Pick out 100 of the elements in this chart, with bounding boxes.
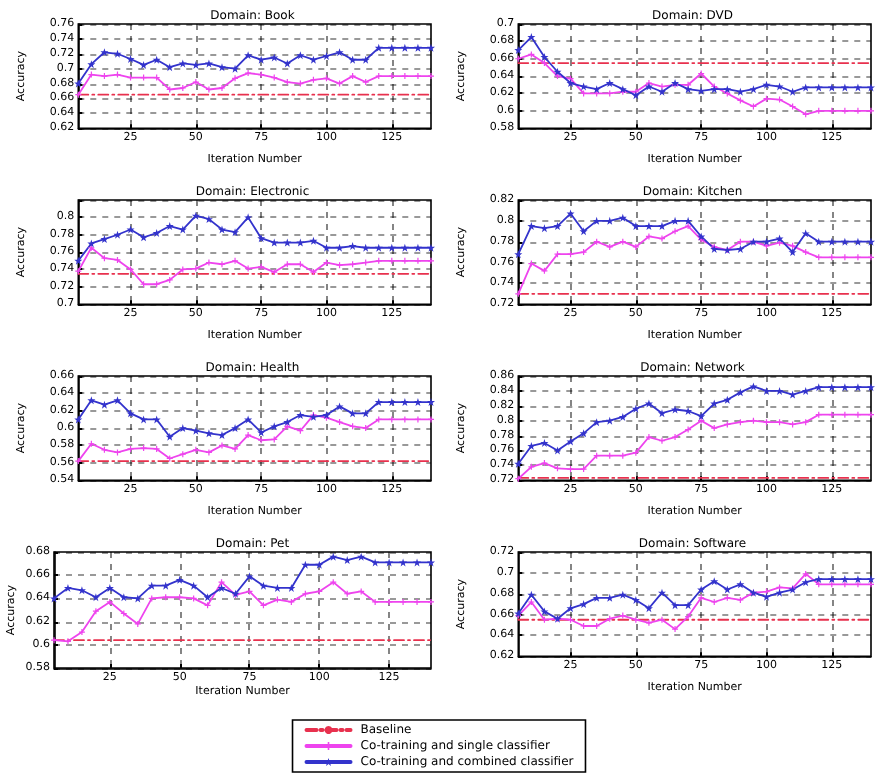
point <box>578 429 587 438</box>
point <box>152 229 161 237</box>
point <box>579 622 586 629</box>
point <box>414 73 421 80</box>
point <box>179 85 186 92</box>
point <box>867 411 873 418</box>
point <box>591 593 600 602</box>
point <box>428 73 434 80</box>
point <box>374 398 383 407</box>
point <box>540 460 547 467</box>
point <box>165 432 174 441</box>
point <box>113 230 122 239</box>
point <box>683 601 692 610</box>
point <box>578 600 587 609</box>
line-series <box>513 575 874 623</box>
point <box>231 228 240 237</box>
point <box>578 227 587 236</box>
point <box>296 51 305 60</box>
point <box>100 48 109 57</box>
point <box>400 598 407 605</box>
point <box>335 243 344 252</box>
point <box>671 626 678 633</box>
point <box>374 43 383 52</box>
point <box>232 445 239 452</box>
point <box>296 411 305 420</box>
point <box>761 80 770 89</box>
point <box>257 234 266 243</box>
point <box>361 243 370 252</box>
point <box>270 422 279 431</box>
point <box>231 64 240 73</box>
point <box>232 75 239 82</box>
point <box>427 43 435 52</box>
point <box>270 53 279 62</box>
point <box>513 46 522 55</box>
point <box>309 236 318 245</box>
point <box>87 60 96 69</box>
point <box>710 599 717 606</box>
point <box>217 583 226 592</box>
point <box>414 257 421 264</box>
point <box>192 79 199 86</box>
point <box>735 388 744 397</box>
line-series <box>74 211 435 265</box>
line-series <box>75 70 434 98</box>
point <box>579 466 586 473</box>
point <box>800 229 809 238</box>
point <box>526 441 535 450</box>
point <box>644 233 651 240</box>
point <box>387 43 396 52</box>
point <box>866 237 874 246</box>
point <box>191 211 200 220</box>
point <box>736 596 743 603</box>
point <box>283 59 292 68</box>
point <box>296 238 305 247</box>
point <box>113 396 122 405</box>
point <box>348 409 357 418</box>
point <box>100 400 109 409</box>
point <box>428 257 434 264</box>
point <box>670 216 679 225</box>
point <box>271 269 278 276</box>
point <box>539 607 548 616</box>
point <box>191 426 200 435</box>
point <box>165 222 174 231</box>
point <box>336 419 343 426</box>
point <box>244 415 253 424</box>
point <box>74 415 83 424</box>
point <box>152 55 161 64</box>
line-series <box>513 209 874 259</box>
point <box>245 432 252 439</box>
point <box>175 575 184 584</box>
point <box>413 243 422 252</box>
point <box>284 79 291 86</box>
point <box>867 581 873 588</box>
point <box>270 238 279 247</box>
point <box>78 629 85 636</box>
point <box>800 578 809 587</box>
point <box>513 459 522 468</box>
point <box>315 560 324 569</box>
point <box>552 446 561 455</box>
point <box>134 620 141 627</box>
point <box>371 558 380 567</box>
point <box>218 85 225 92</box>
point <box>139 60 148 69</box>
point <box>165 63 174 72</box>
point <box>335 48 344 57</box>
line-series <box>74 43 435 88</box>
point <box>74 256 83 265</box>
point <box>565 604 574 613</box>
point <box>866 83 874 92</box>
point <box>867 107 873 114</box>
point <box>374 243 383 252</box>
point <box>218 261 225 268</box>
point <box>51 637 57 644</box>
point <box>414 416 421 423</box>
point <box>87 239 96 248</box>
point <box>310 269 317 276</box>
point <box>385 558 394 567</box>
point <box>189 581 198 590</box>
point <box>126 54 135 63</box>
point <box>800 386 809 395</box>
line-series <box>513 33 874 100</box>
